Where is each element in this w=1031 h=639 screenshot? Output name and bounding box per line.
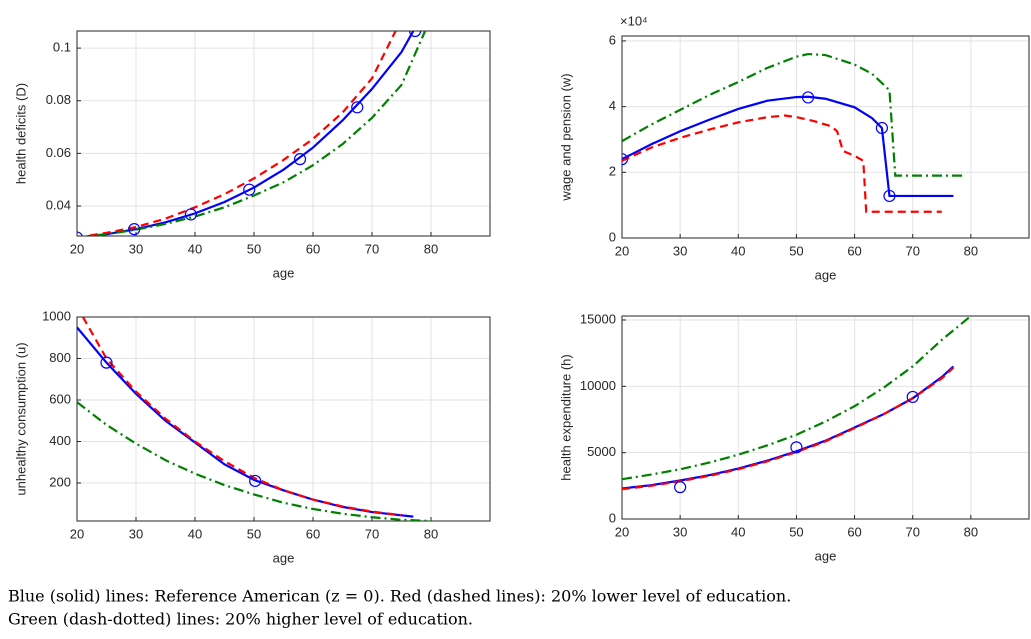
y-tick-label: 1000 [42,308,71,323]
x-tick-label: 30 [673,524,687,539]
y-tick-label: 0 [609,510,616,525]
y-tick-label: 10000 [580,378,616,393]
x-tick-label: 60 [306,526,320,541]
x-axis-label: age [815,267,837,282]
x-tick-label: 30 [673,243,687,258]
y-tick-label: 6 [609,32,616,47]
data-point [184,208,197,221]
x-axis-label: age [815,548,837,563]
data-point [875,121,888,135]
x-tick-label: 70 [365,241,379,256]
data-point [801,91,815,104]
data-point [351,101,364,114]
x-tick-label: 50 [247,241,261,256]
x-tick-label: 80 [964,243,978,258]
x-axis-label: age [273,265,295,280]
x-tick-label: 70 [905,243,919,258]
axes-frame [76,30,491,237]
x-tick-label: 40 [188,526,202,541]
series-group [77,317,432,521]
y-axis-label: health expenditure (h) [558,354,573,480]
y-tick-label: 400 [49,433,71,448]
x-tick-label: 50 [247,526,261,541]
x-tick-label: 50 [789,243,803,258]
data-point [293,153,307,166]
series-line [77,326,414,518]
plot-area [77,317,490,521]
y-tick-label: 15000 [580,311,616,326]
y-tick-label: 0.08 [46,92,71,107]
x-tick-label: 80 [424,241,438,256]
data-point [243,183,256,196]
x-tick-label: 80 [964,524,978,539]
series-line [81,31,427,236]
series-group [622,52,966,213]
data-point [408,31,422,38]
x-tick-label: 20 [70,526,84,541]
x-tick-label: 50 [789,524,803,539]
axes-frame [76,316,491,522]
caption-line: Blue (solid) lines: Reference American (… [8,587,791,606]
y-tick-label: 0.1 [53,40,71,55]
y-axis-exponent: ×10⁴ [620,13,648,28]
caption-line: Green (dash-dotted) lines: 20% higher le… [8,610,473,629]
x-tick-label: 20 [615,243,629,258]
y-tick-label: 2 [609,164,616,179]
x-tick-label: 60 [306,241,320,256]
y-tick-label: 0.04 [46,197,71,212]
x-tick-label: 60 [847,243,861,258]
x-tick-label: 70 [905,524,919,539]
data-point [128,223,141,236]
y-tick-label: 200 [49,474,71,489]
axes-frame [621,315,1030,520]
series-line [77,401,432,521]
series-line [622,52,966,177]
axes-frame [621,35,1030,239]
x-tick-label: 20 [615,524,629,539]
y-tick-label: 0 [609,229,616,244]
series-line [622,95,954,198]
data-point [100,356,113,369]
series-line [79,31,397,236]
y-tick-label: 0.06 [46,145,71,160]
x-axis-label: age [273,550,295,565]
x-tick-label: 80 [424,526,438,541]
x-tick-label: 40 [188,241,202,256]
x-tick-label: 30 [129,241,143,256]
series-line [622,114,942,213]
y-axis-label: unhealthy consumption (u) [13,342,28,495]
y-tick-label: 600 [49,391,71,406]
data-point [249,474,262,488]
data-point [883,189,896,203]
x-tick-label: 60 [847,524,861,539]
x-tick-label: 70 [365,526,379,541]
x-tick-label: 30 [129,526,143,541]
data-point [622,153,629,166]
plot-area [622,316,1029,519]
x-tick-label: 20 [70,241,84,256]
x-tick-label: 40 [731,524,745,539]
y-tick-label: 4 [609,98,616,113]
y-tick-label: 5000 [587,444,616,459]
series-line [622,316,972,481]
data-point [674,481,687,494]
y-tick-label: 800 [49,350,71,365]
y-axis-label: wage and pension (w) [558,73,573,201]
series-line [81,317,402,517]
y-axis-label: health deficits (D) [13,83,28,184]
series-group [77,31,427,236]
data-point [790,441,803,454]
plot-area [622,36,1029,238]
series-group [622,316,972,494]
data-point [906,390,919,404]
x-tick-label: 40 [731,243,745,258]
plot-area [77,31,490,236]
